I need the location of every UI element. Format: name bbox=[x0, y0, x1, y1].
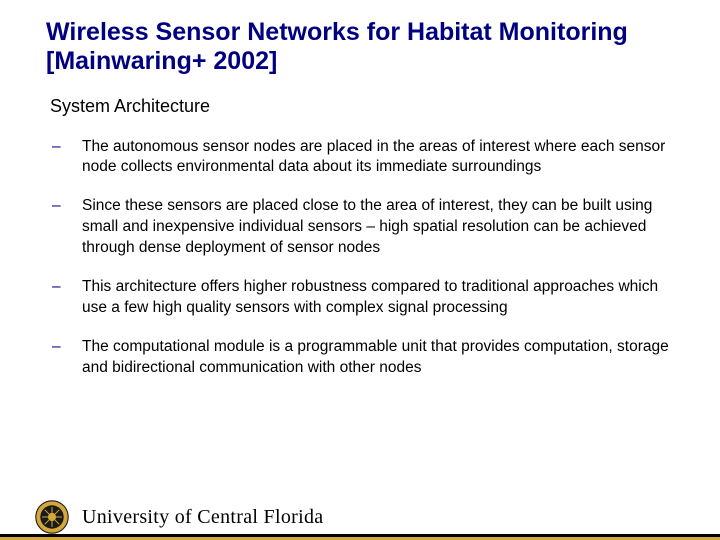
title-line-2: [Mainwaring+ 2002] bbox=[46, 47, 277, 75]
bullet-text: This architecture offers higher robustne… bbox=[82, 277, 680, 319]
bullet-text: Since these sensors are placed close to … bbox=[82, 196, 680, 259]
dash-icon: – bbox=[50, 137, 82, 158]
footer: University of Central Florida bbox=[0, 494, 720, 540]
university-name: University of Central Florida bbox=[82, 506, 323, 529]
dash-icon: – bbox=[50, 196, 82, 217]
dash-icon: – bbox=[50, 277, 82, 298]
bullet-text: The computational module is a programmab… bbox=[82, 337, 680, 379]
ucf-crest-icon bbox=[34, 499, 70, 535]
list-item: – This architecture offers higher robust… bbox=[50, 277, 680, 319]
bullet-list: – The autonomous sensor nodes are placed… bbox=[46, 137, 680, 379]
title-line-1: Wireless Sensor Networks for Habitat Mon… bbox=[46, 18, 628, 46]
slide-title: Wireless Sensor Networks for Habitat Mon… bbox=[46, 18, 680, 76]
dash-icon: – bbox=[50, 337, 82, 358]
list-item: – Since these sensors are placed close t… bbox=[50, 196, 680, 259]
list-item: – The computational module is a programm… bbox=[50, 337, 680, 379]
section-subhead: System Architecture bbox=[50, 96, 680, 117]
bullet-text: The autonomous sensor nodes are placed i… bbox=[82, 137, 680, 179]
slide: Wireless Sensor Networks for Habitat Mon… bbox=[0, 0, 720, 540]
list-item: – The autonomous sensor nodes are placed… bbox=[50, 137, 680, 179]
